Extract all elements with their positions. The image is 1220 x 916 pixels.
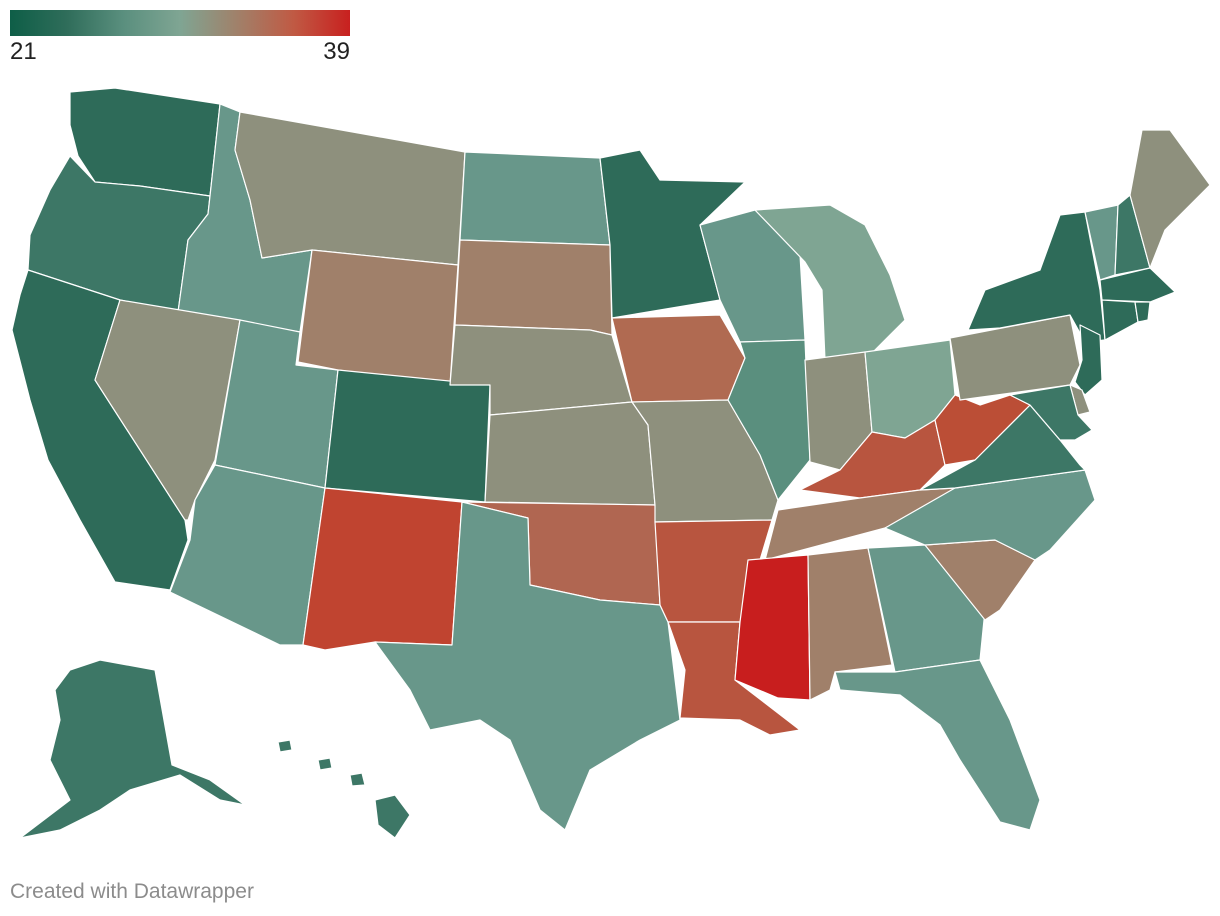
- state-SD[interactable]: [454, 239, 613, 336]
- state-ND[interactable]: [459, 151, 611, 246]
- credit-text: Created with Datawrapper: [10, 880, 254, 903]
- legend-min-label: 21: [10, 38, 37, 65]
- state-CO[interactable]: [324, 369, 491, 503]
- state-AK[interactable]: [19, 659, 246, 839]
- state-HI[interactable]: [277, 739, 411, 839]
- state-NY[interactable]: [967, 211, 1106, 343]
- state-MD[interactable]: [1009, 384, 1093, 441]
- state-MA[interactable]: [1099, 267, 1176, 303]
- state-FL[interactable]: [834, 659, 1041, 831]
- state-WY[interactable]: [297, 249, 459, 386]
- state-TX[interactable]: [374, 501, 681, 831]
- color-legend: 21 39: [10, 10, 350, 68]
- legend-gradient-bar: [10, 10, 350, 36]
- legend-labels: 21 39: [10, 38, 350, 68]
- state-KS[interactable]: [484, 401, 656, 506]
- state-IA[interactable]: [611, 314, 746, 403]
- state-RI[interactable]: [1134, 301, 1151, 323]
- state-MS[interactable]: [734, 554, 811, 701]
- state-NJ[interactable]: [1074, 324, 1103, 396]
- legend-max-label: 39: [323, 38, 350, 65]
- state-MI[interactable]: [754, 204, 906, 361]
- state-NM[interactable]: [302, 487, 463, 651]
- state-MT[interactable]: [234, 111, 466, 266]
- state-CT[interactable]: [1101, 299, 1139, 341]
- state-GA[interactable]: [867, 544, 986, 673]
